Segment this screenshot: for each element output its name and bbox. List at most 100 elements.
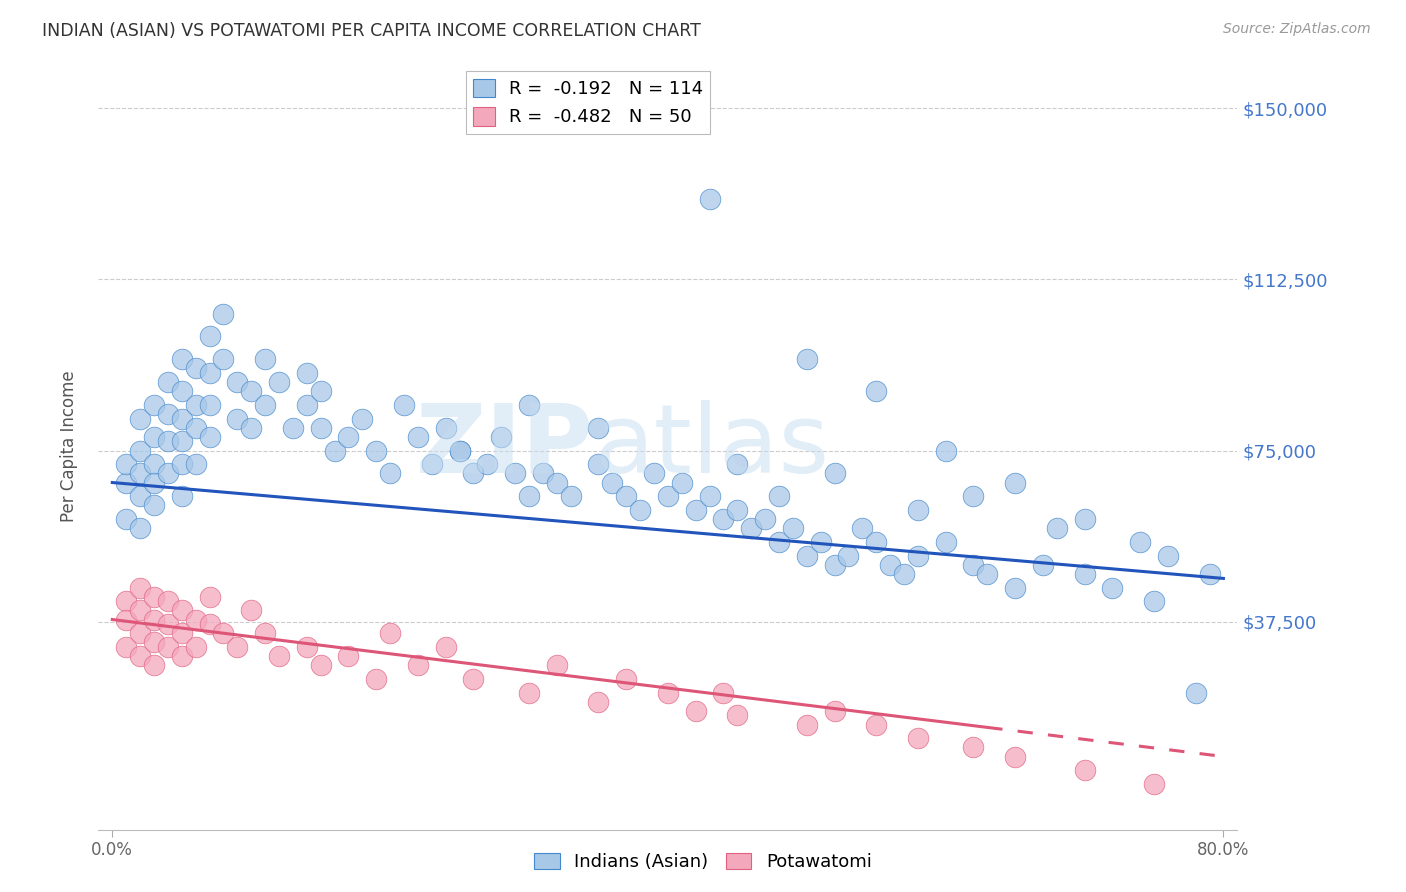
Point — [865, 384, 887, 399]
Point — [170, 384, 193, 399]
Point — [267, 648, 290, 663]
Point — [156, 467, 179, 481]
Point — [254, 626, 277, 640]
Point — [198, 430, 221, 444]
Point — [782, 521, 804, 535]
Point — [143, 635, 166, 649]
Point — [740, 521, 762, 535]
Point — [129, 411, 152, 425]
Text: ZIP: ZIP — [416, 400, 593, 492]
Point — [143, 475, 166, 490]
Point — [685, 704, 707, 718]
Point — [254, 398, 277, 412]
Point — [115, 512, 138, 526]
Point — [935, 534, 957, 549]
Point — [463, 672, 485, 686]
Point — [643, 467, 665, 481]
Point — [685, 503, 707, 517]
Text: atlas: atlas — [593, 400, 830, 492]
Point — [546, 475, 568, 490]
Point — [240, 421, 263, 435]
Point — [143, 658, 166, 673]
Point — [143, 613, 166, 627]
Point — [1129, 534, 1152, 549]
Point — [517, 398, 540, 412]
Point — [129, 521, 152, 535]
Point — [115, 613, 138, 627]
Point — [768, 489, 790, 503]
Point — [156, 640, 179, 654]
Point — [184, 457, 207, 471]
Point — [156, 434, 179, 449]
Point — [434, 421, 457, 435]
Point — [240, 603, 263, 617]
Point — [1004, 749, 1026, 764]
Point — [796, 352, 818, 367]
Point — [240, 384, 263, 399]
Point — [503, 467, 526, 481]
Point — [337, 648, 360, 663]
Point — [824, 558, 846, 572]
Point — [699, 193, 721, 207]
Point — [477, 457, 499, 471]
Point — [588, 421, 610, 435]
Point — [323, 443, 346, 458]
Point — [143, 430, 166, 444]
Point — [198, 617, 221, 632]
Point — [254, 352, 277, 367]
Point — [1157, 549, 1180, 563]
Point — [1143, 594, 1166, 608]
Point — [1046, 521, 1069, 535]
Point — [810, 534, 832, 549]
Point — [352, 411, 374, 425]
Point — [281, 421, 304, 435]
Point — [212, 626, 235, 640]
Point — [170, 603, 193, 617]
Point — [129, 648, 152, 663]
Point — [226, 411, 249, 425]
Point — [170, 457, 193, 471]
Point — [517, 489, 540, 503]
Point — [614, 672, 637, 686]
Point — [434, 640, 457, 654]
Point — [156, 617, 179, 632]
Point — [198, 590, 221, 604]
Point — [406, 430, 429, 444]
Point — [976, 566, 998, 581]
Point — [517, 685, 540, 699]
Point — [309, 384, 332, 399]
Point — [309, 421, 332, 435]
Point — [588, 695, 610, 709]
Point — [295, 398, 318, 412]
Point — [212, 307, 235, 321]
Point — [546, 658, 568, 673]
Point — [129, 626, 152, 640]
Point — [170, 648, 193, 663]
Point — [935, 443, 957, 458]
Point — [713, 512, 735, 526]
Point — [614, 489, 637, 503]
Point — [420, 457, 443, 471]
Point — [226, 640, 249, 654]
Point — [851, 521, 873, 535]
Point — [531, 467, 554, 481]
Point — [796, 717, 818, 731]
Point — [865, 717, 887, 731]
Point — [1184, 685, 1206, 699]
Legend: Indians (Asian), Potawatomi: Indians (Asian), Potawatomi — [527, 846, 879, 879]
Point — [962, 558, 984, 572]
Point — [907, 503, 929, 517]
Point — [893, 566, 915, 581]
Point — [1073, 763, 1095, 777]
Point — [463, 467, 485, 481]
Point — [170, 626, 193, 640]
Point — [378, 626, 401, 640]
Point — [295, 366, 318, 380]
Point — [449, 443, 471, 458]
Point — [170, 411, 193, 425]
Point — [309, 658, 332, 673]
Point — [337, 430, 360, 444]
Point — [962, 489, 984, 503]
Point — [1004, 581, 1026, 595]
Point — [129, 489, 152, 503]
